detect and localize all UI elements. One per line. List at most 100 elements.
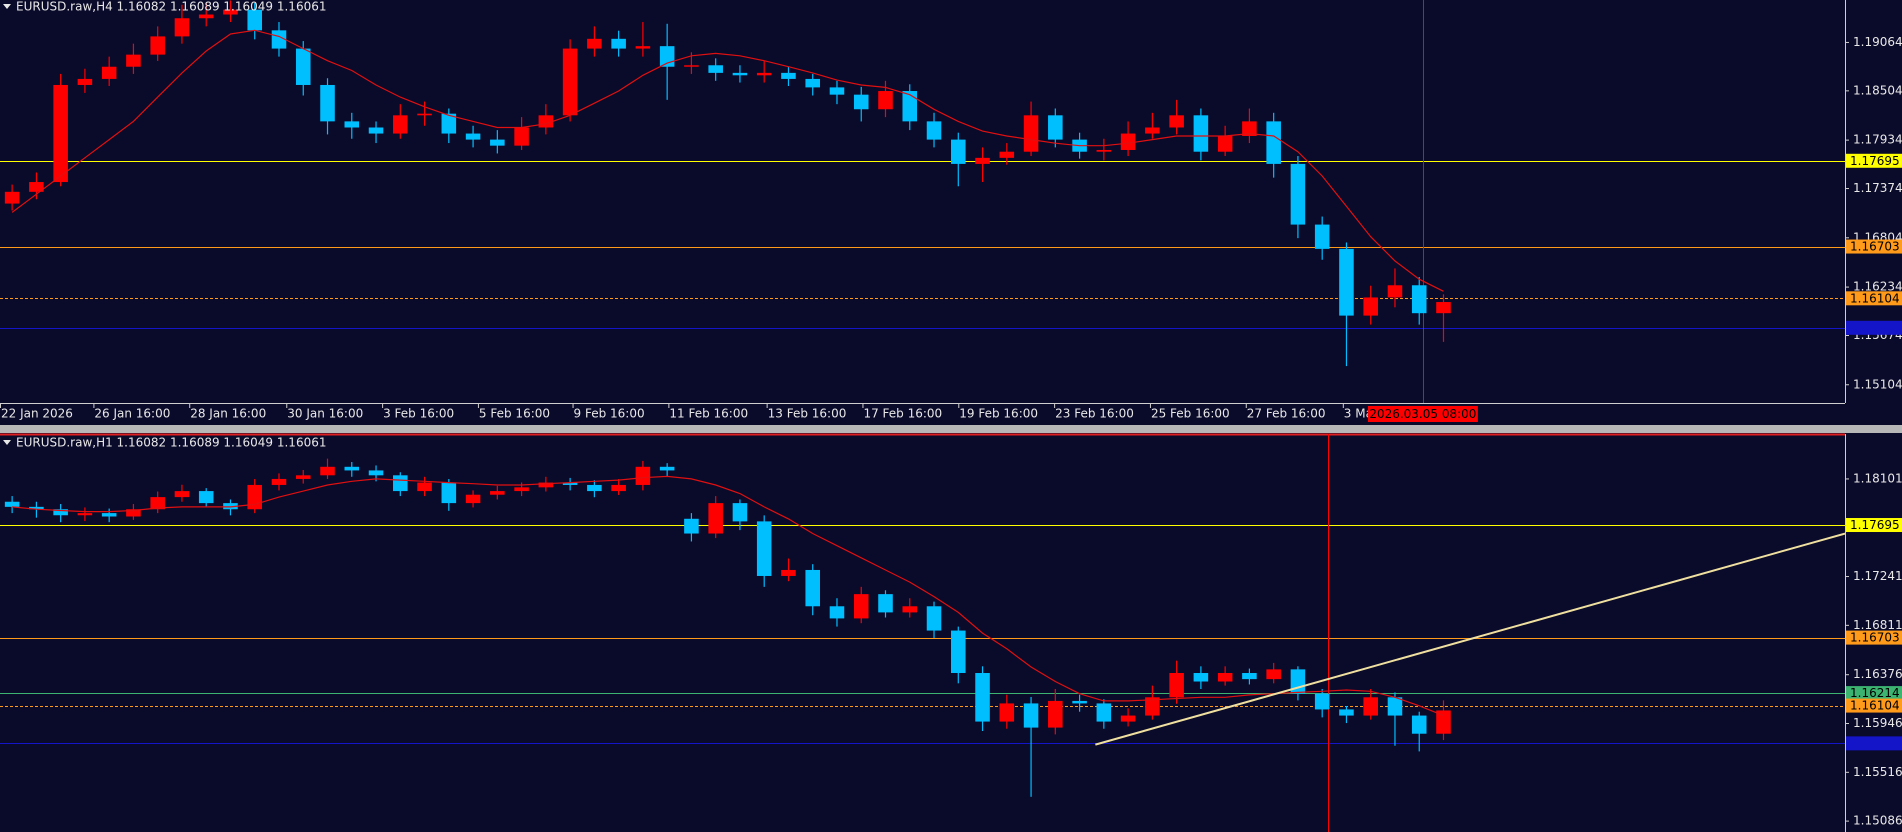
candle-body [902,91,918,122]
price-tick-label: 1.15104 [1853,377,1902,391]
candle-body [417,113,432,116]
candle-body [1387,285,1403,298]
candle-body [1217,673,1233,682]
time-tick-label: 30 Jan 16:00 [287,407,363,421]
candle-body [247,9,263,31]
candle-body [198,491,214,504]
price-level-box [1846,320,1902,335]
candle-body [490,139,505,146]
candle-body [878,91,893,110]
candle-body [368,470,384,476]
crosshair-time-box [1367,406,1478,422]
candle-body [514,487,529,492]
candle-body [344,121,360,128]
candle-body [29,506,44,510]
candle-body [295,48,311,85]
candle-body [198,14,214,19]
price-level-label: 1.16703 [1850,240,1900,254]
trendline [1095,532,1845,746]
price-tick-label: 1.15516 [1853,765,1902,779]
candle-body [4,501,20,507]
candle-body [1339,709,1354,716]
candle-body [247,484,263,510]
price-level-box [1846,630,1902,645]
candle-body [101,513,117,517]
price-tick-label: 1.16811 [1853,618,1902,632]
candle-body [29,182,44,192]
candle-body [1048,700,1063,728]
candle-body [1023,703,1039,728]
candle-body [1193,115,1209,152]
candle-body [805,78,820,88]
price-tick-label: 1.16234 [1853,280,1902,294]
candle-body [951,139,966,164]
candle-body [562,482,578,485]
price-level-box [1846,698,1902,713]
price-tick-label: 1.17241 [1853,569,1902,583]
candle-body [587,484,602,492]
candle-body [756,72,772,76]
candle-body [101,66,117,79]
candle-body [1266,669,1281,680]
chart-header: EURUSD.raw,H1 1.16082 1.16089 1.16049 1.… [16,436,326,450]
candle-body [1266,121,1281,164]
candle-body [853,594,869,619]
candle-body [951,630,966,674]
time-tick-label: 23 Feb 16:00 [1055,407,1134,421]
plot-area [0,434,1845,832]
candle-body [174,491,190,498]
candle-body [635,46,651,49]
candle-body [926,606,942,631]
candle-body [1217,135,1233,152]
time-tick-label: 17 Feb 16:00 [863,407,942,421]
candle-body [1145,127,1160,134]
candle-body [320,84,335,122]
candle-body [223,503,238,510]
price-tick-label: 1.15946 [1853,716,1902,730]
time-tick-label: 26 Jan 16:00 [94,407,170,421]
candle-body [781,569,796,576]
price-tick-label: 1.16376 [1853,667,1902,681]
price-level-box [1846,239,1902,254]
candle-body [1242,673,1257,680]
candle-body [271,478,287,485]
candle-body [1363,697,1378,716]
candle-body [732,72,748,76]
candle-body [1363,297,1378,316]
collapse-arrow [3,440,11,445]
candle-body [587,38,602,49]
candle-body [708,65,723,73]
time-tick-label: 27 Feb 16:00 [1247,407,1326,421]
candle-body [611,484,626,492]
candle-body [805,569,820,607]
candle-body [393,115,408,134]
candle-body [441,113,457,134]
moving-average [12,475,1444,717]
candle-body [1290,163,1306,225]
candle-body [1120,133,1136,150]
moving-average [11,29,1444,292]
price-tick-label: 1.18101 [1853,471,1902,485]
candle-body [1120,715,1136,722]
candle-body [77,78,93,85]
time-tick-label: 9 Feb 16:00 [574,407,645,421]
candle-body [344,466,360,471]
time-tick-label: 25 Feb 16:00 [1151,407,1230,421]
candle-body [781,72,796,79]
price-tick-label: 1.17934 [1853,133,1902,147]
price-level-box [1846,291,1902,306]
candle-body [441,482,457,504]
candle-body [150,36,165,55]
candle-body [1339,248,1354,316]
candle-body [126,509,141,517]
candle-body [465,133,481,140]
candle-body [999,151,1015,158]
candle-body [732,503,748,522]
candle-body [1096,703,1112,722]
candle-body [514,127,529,146]
candle-body [1242,121,1257,136]
candle-body [1436,302,1451,314]
candle-body [393,475,408,492]
price-level-label: 1.17695 [1850,154,1900,168]
